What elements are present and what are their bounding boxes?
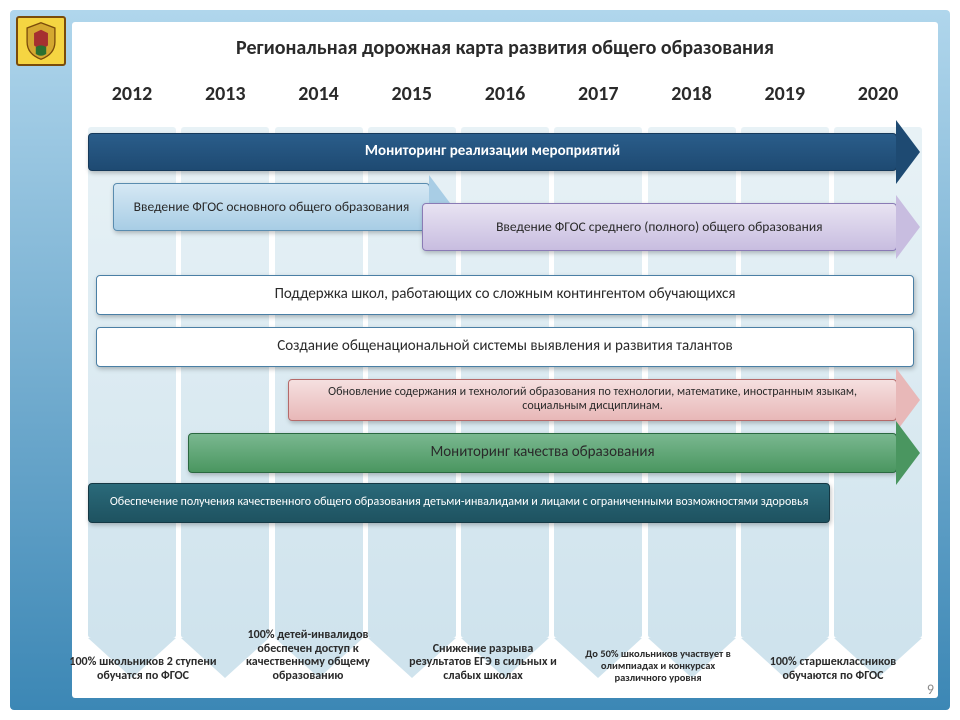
year-axis: 201220132014201520162017201820192020 bbox=[72, 82, 938, 106]
bar-monitoring_impl: Мониторинг реализации мероприятий bbox=[88, 133, 897, 171]
goal-2: Снижение разрыва результатов ЕГЭ в сильн… bbox=[408, 643, 558, 684]
region-emblem bbox=[16, 16, 66, 66]
page-title: Региональная дорожная карта развития общ… bbox=[72, 22, 938, 60]
goal-1: 100% детей-инвалидов обеспечен доступ к … bbox=[233, 629, 383, 684]
bar-label: Обновление содержания и технологий образ… bbox=[299, 386, 886, 414]
bar-label: Создание общенациональной системы выявле… bbox=[277, 338, 732, 355]
bar-label: Введение ФГОС основного общего образован… bbox=[134, 199, 410, 215]
page-number: 9 bbox=[927, 681, 934, 698]
arrow-head bbox=[896, 421, 920, 485]
bar-label: Введение ФГОС среднего (полного) общего … bbox=[496, 219, 822, 235]
year-label: 2015 bbox=[368, 82, 456, 106]
year-label: 2019 bbox=[741, 82, 829, 106]
bar-label: Поддержка школ, работающих со сложным ко… bbox=[275, 286, 736, 303]
year-label: 2018 bbox=[648, 82, 736, 106]
arrow-head bbox=[896, 195, 920, 259]
bar-support_schools: Поддержка школ, работающих со сложным ко… bbox=[96, 275, 913, 315]
bar-quality_monitoring: Мониторинг качества образования bbox=[188, 433, 897, 473]
goal-0: 100% школьников 2 ступени обучатся по ФГ… bbox=[68, 656, 218, 684]
year-label: 2020 bbox=[834, 82, 922, 106]
bar-label: Мониторинг реализации мероприятий bbox=[365, 143, 620, 160]
bar-fgos_basic: Введение ФГОС основного общего образован… bbox=[113, 183, 430, 231]
year-label: 2014 bbox=[275, 82, 363, 106]
bar-label: Мониторинг качества образования bbox=[430, 444, 654, 461]
year-label: 2013 bbox=[181, 82, 269, 106]
arrow-head bbox=[896, 120, 920, 184]
year-label: 2017 bbox=[554, 82, 642, 106]
year-label: 2012 bbox=[88, 82, 176, 106]
bar-content_update: Обновление содержания и технологий образ… bbox=[288, 379, 897, 421]
bar-talent_system: Создание общенациональной системы выявле… bbox=[96, 327, 913, 367]
main-panel: Региональная дорожная карта развития общ… bbox=[72, 22, 938, 698]
bar-fgos_secondary: Введение ФГОС среднего (полного) общего … bbox=[422, 203, 897, 251]
roadmap-content: Мониторинг реализации мероприятий Введени… bbox=[88, 127, 922, 684]
bar-disabled_access: Обеспечение получения качественного обще… bbox=[88, 483, 830, 523]
goal-4: 100% старшеклассников обучаются по ФГОС bbox=[758, 656, 908, 684]
bar-label: Обеспечение получения качественного обще… bbox=[110, 496, 809, 510]
goal-3: До 50% школьников участвует в олимпиадах… bbox=[583, 648, 733, 684]
year-label: 2016 bbox=[461, 82, 549, 106]
